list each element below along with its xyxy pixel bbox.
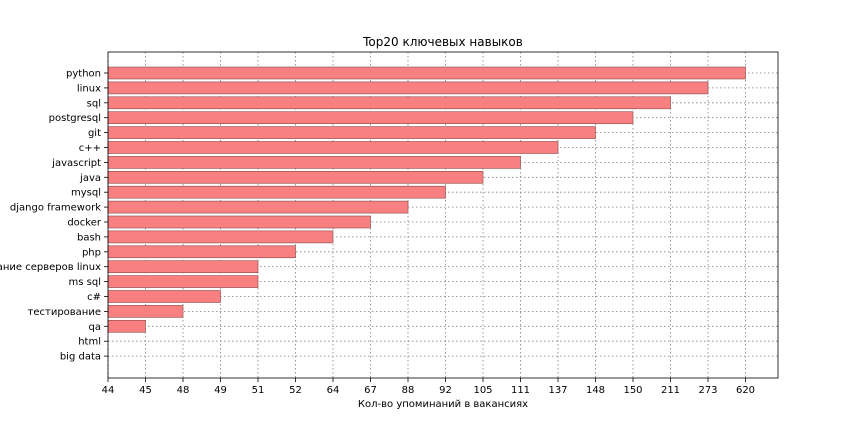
bar (107, 126, 596, 139)
bar (107, 215, 371, 229)
x-tick-label: 105 (473, 385, 492, 396)
x-tick-label: 52 (289, 385, 302, 396)
y-tick-label: docker (67, 218, 102, 229)
bar (107, 171, 484, 184)
x-tick-label: 44 (102, 385, 115, 396)
x-tick-label: 150 (623, 385, 642, 396)
y-tick-label: python (66, 69, 101, 80)
y-tick-label: mysql (71, 188, 101, 199)
bar (107, 141, 559, 154)
bar (107, 260, 259, 274)
y-tick-label: bash (77, 232, 101, 243)
y-tick-label: c# (87, 292, 101, 303)
bar (107, 96, 671, 110)
bar (107, 156, 521, 169)
bar (107, 275, 259, 288)
x-tick-label: 88 (402, 385, 415, 396)
y-tick-label: html (78, 337, 101, 348)
y-tick-label: c++ (79, 143, 101, 154)
y-tick-label: тестирование (28, 307, 101, 318)
bar (107, 66, 746, 80)
x-tick-label: 64 (327, 385, 340, 396)
y-tick-label: php (82, 247, 101, 258)
x-tick-label: 67 (364, 385, 377, 396)
chart-title: Top20 ключевых навыков (362, 35, 523, 49)
x-axis: 44 45 48 49 51 52 64 67 88 92 105 111 137 148 150 211 27… (102, 378, 755, 396)
y-tick-label: big data (60, 352, 101, 363)
bar (107, 305, 184, 318)
x-tick-label: 49 (214, 385, 227, 396)
bar (107, 230, 334, 244)
x-tick-label: 45 (139, 385, 152, 396)
x-tick-label: 148 (586, 385, 605, 396)
bar (107, 185, 446, 199)
bar (107, 290, 221, 303)
y-tick-label: postgresql (49, 113, 101, 124)
y-axis: python linux sql postgresql git c++ javascript… (0, 69, 108, 363)
x-tick-label: 137 (548, 385, 567, 396)
bar (107, 245, 296, 259)
y-tick-label: linux (77, 83, 101, 94)
bar (107, 81, 709, 95)
y-tick-label: java (79, 173, 101, 184)
y-tick-label: qa (89, 322, 101, 333)
y-tick-label: администрирование серверов linux (0, 262, 101, 273)
y-tick-label: javascript (51, 158, 101, 169)
x-tick-label: 48 (177, 385, 190, 396)
x-tick-label: 111 (511, 385, 530, 396)
bar (107, 111, 634, 124)
bar (107, 200, 409, 214)
x-tick-label: 211 (661, 385, 680, 396)
x-tick-label: 92 (439, 385, 452, 396)
bar (107, 319, 146, 333)
x-tick-label: 620 (736, 385, 755, 396)
y-tick-label: django framework (10, 203, 101, 214)
x-axis-label: Кол-во упоминаний в вакансиях (358, 399, 528, 410)
y-tick-label: sql (87, 98, 101, 109)
x-tick-label: 273 (698, 385, 717, 396)
x-tick-label: 51 (252, 385, 265, 396)
y-tick-label: ms sql (69, 277, 101, 288)
y-tick-label: git (88, 128, 101, 139)
plot-frame (107, 51, 779, 379)
bars (107, 66, 746, 333)
